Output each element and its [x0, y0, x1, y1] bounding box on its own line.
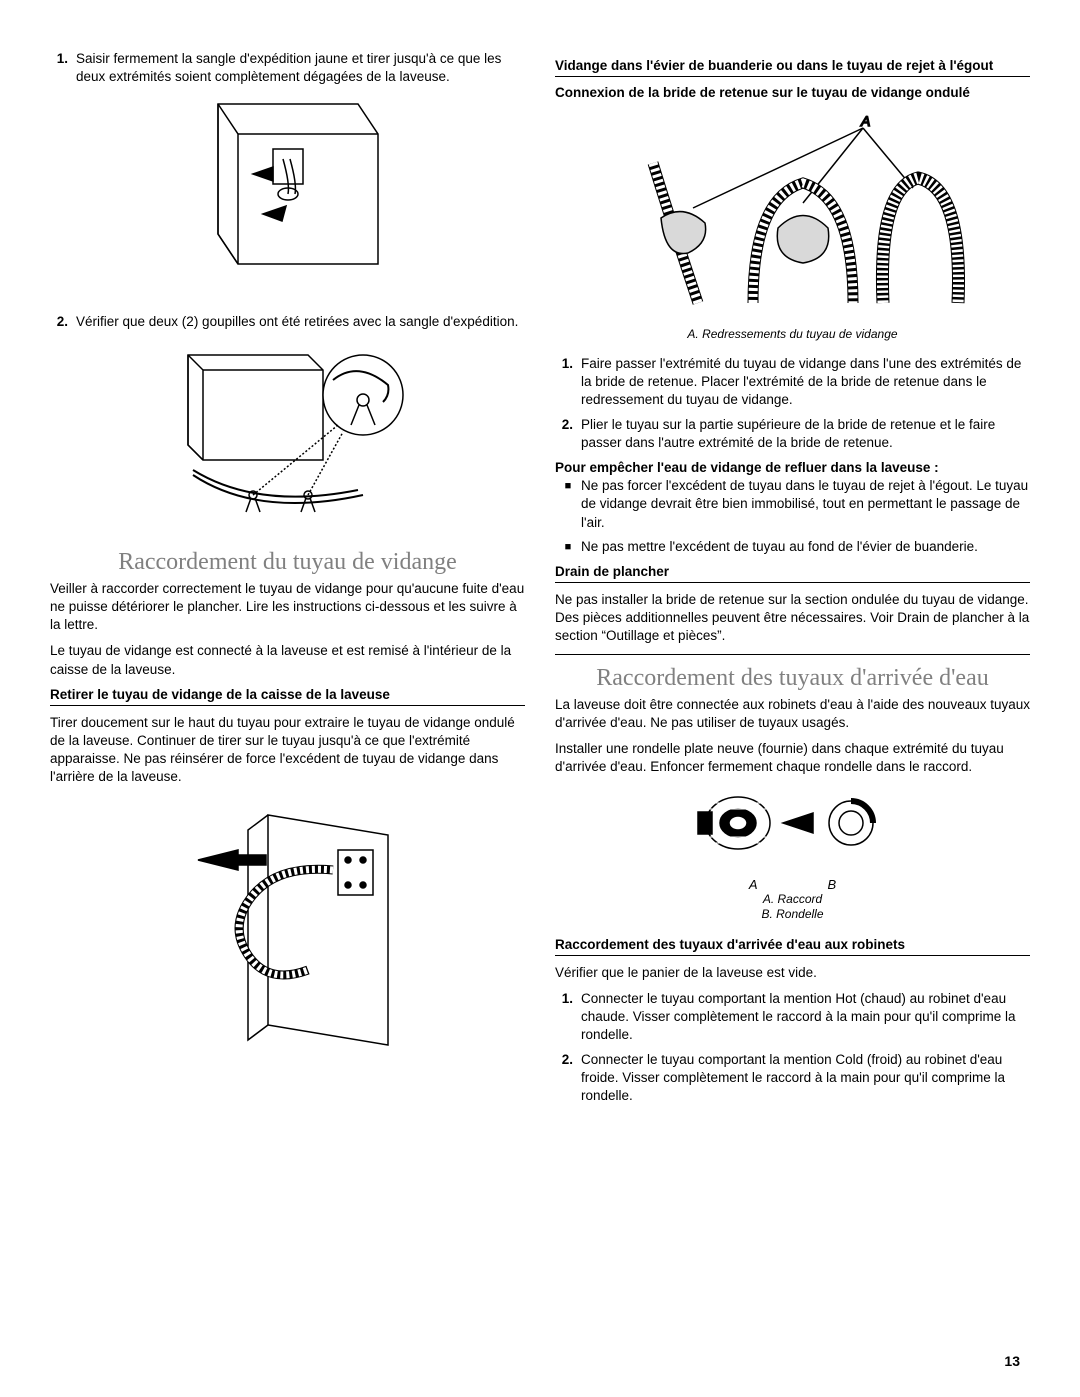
subhead-floor-drain: Drain de plancher: [555, 564, 1030, 579]
step-text: Saisir fermement la sangle d'expédition …: [76, 50, 525, 86]
paragraph: Le tuyau de vidange est connecté à la la…: [50, 642, 525, 678]
page-number: 13: [1004, 1353, 1020, 1369]
rule: [555, 955, 1030, 956]
paragraph: Vérifier que le panier de la laveuse est…: [555, 964, 1030, 982]
figure-legend: A. Raccord: [555, 892, 1030, 908]
bullet-text: Ne pas forcer l'excédent de tuyau dans l…: [581, 477, 1030, 532]
step-text: Faire passer l'extrémité du tuyau de vid…: [581, 355, 1030, 410]
rule: [555, 582, 1030, 583]
step-number: 1.: [555, 990, 581, 1045]
paragraph: Veiller à raccorder correctement le tuya…: [50, 580, 525, 635]
figure-coupling-washer: A B A. Raccord B. Rondelle: [555, 785, 1030, 923]
bullet-icon: ■: [555, 477, 581, 532]
figure-hose-forms: A A. Redressements du tu: [555, 108, 1030, 341]
left-column: 1. Saisir fermement la sangle d'expéditi…: [50, 50, 525, 1111]
rule: [555, 76, 1030, 77]
figure-label-a: A: [749, 877, 758, 892]
step-text: Connecter le tuyau comportant la mention…: [581, 990, 1030, 1045]
right-step-2: 2. Plier le tuyau sur la partie supérieu…: [555, 416, 1030, 452]
figure-pins: [50, 340, 525, 535]
step-text: Connecter le tuyau comportant la mention…: [581, 1051, 1030, 1106]
rule: [555, 654, 1030, 655]
section-title-drain: Raccordement du tuyau de vidange: [50, 549, 525, 576]
step-number: 2.: [555, 416, 581, 452]
rule: [50, 705, 525, 706]
bullet-item: ■ Ne pas forcer l'excédent de tuyau dans…: [555, 477, 1030, 532]
step-number: 1.: [50, 50, 76, 86]
subhead-prevent-backflow: Pour empêcher l'eau de vidange de reflue…: [555, 460, 1030, 475]
figure-strap-removal: [50, 94, 525, 299]
figure-caption: A. Redressements du tuyau de vidange: [555, 327, 1030, 341]
figure-label-a: A: [860, 113, 870, 129]
left-step-1: 1. Saisir fermement la sangle d'expéditi…: [50, 50, 525, 86]
figure-legend: B. Rondelle: [555, 907, 1030, 923]
paragraph: La laveuse doit être connectée aux robin…: [555, 696, 1030, 732]
step-number: 2.: [50, 313, 76, 331]
subhead-remove-hose: Retirer le tuyau de vidange de la caisse…: [50, 687, 525, 702]
subhead-connect-faucets: Raccordement des tuyaux d'arrivée d'eau …: [555, 937, 1030, 952]
subhead-sink-drain: Vidange dans l'évier de buanderie ou dan…: [555, 58, 1030, 73]
bullet-text: Ne pas mettre l'excédent de tuyau au fon…: [581, 538, 1030, 556]
right-step-3: 1. Connecter le tuyau comportant la ment…: [555, 990, 1030, 1045]
step-text: Plier le tuyau sur la partie supérieure …: [581, 416, 1030, 452]
right-step-4: 2. Connecter le tuyau comportant la ment…: [555, 1051, 1030, 1106]
bullet-item: ■ Ne pas mettre l'excédent de tuyau au f…: [555, 538, 1030, 556]
paragraph: Ne pas installer la bride de retenue sur…: [555, 591, 1030, 646]
left-step-2: 2. Vérifier que deux (2) goupilles ont é…: [50, 313, 525, 331]
paragraph: Installer une rondelle plate neuve (four…: [555, 740, 1030, 776]
right-column: Vidange dans l'évier de buanderie ou dan…: [555, 50, 1030, 1111]
section-title-inlet: Raccordement des tuyaux d'arrivée d'eau: [555, 665, 1030, 692]
figure-extract-hose: [50, 795, 525, 1080]
step-number: 2.: [555, 1051, 581, 1106]
figure-label-b: B: [828, 877, 837, 892]
subhead-clamp: Connexion de la bride de retenue sur le …: [555, 85, 1030, 100]
step-number: 1.: [555, 355, 581, 410]
step-text: Vérifier que deux (2) goupilles ont été …: [76, 313, 525, 331]
right-step-1: 1. Faire passer l'extrémité du tuyau de …: [555, 355, 1030, 410]
paragraph: Tirer doucement sur le haut du tuyau pou…: [50, 714, 525, 787]
bullet-icon: ■: [555, 538, 581, 556]
